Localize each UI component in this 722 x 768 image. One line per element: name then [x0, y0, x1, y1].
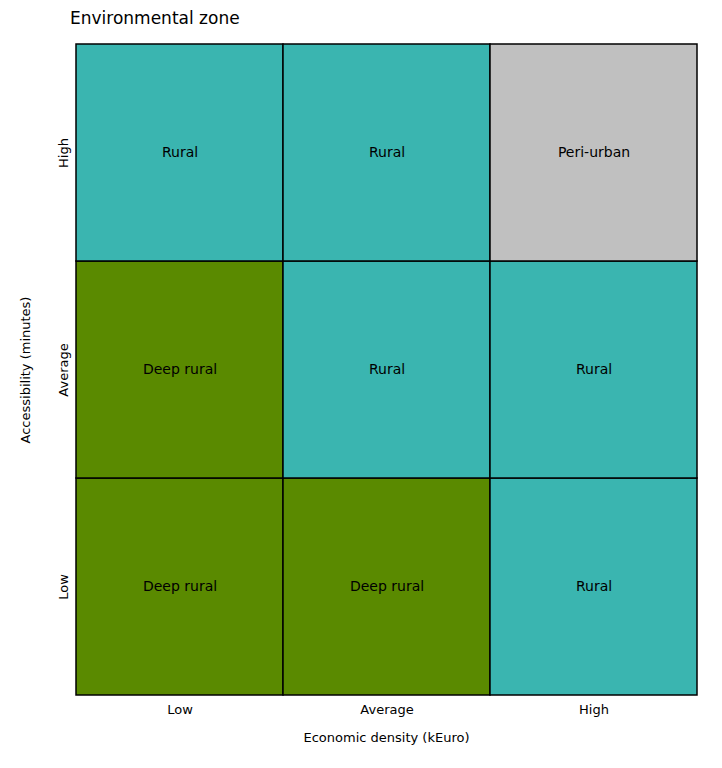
html-text:Environmental zone: Environmental zone [70, 8, 240, 28]
svg-text:Accessibility (minutes): Accessibility (minutes) [18, 297, 33, 444]
svg-text:Deep rural: Deep rural [143, 361, 217, 377]
svg-text:Deep rural: Deep rural [350, 578, 424, 594]
svg-text:High: High [56, 138, 71, 168]
svg-text:Average: Average [360, 702, 413, 717]
svg-text:Average: Average [56, 343, 71, 396]
svg-text:Economic density (kEuro): Economic density (kEuro) [304, 730, 470, 745]
svg-text:Low: Low [56, 574, 71, 600]
svg-text:Rural: Rural [369, 144, 405, 160]
svg-text:Rural: Rural [576, 361, 612, 377]
svg-text:Low: Low [167, 702, 193, 717]
svg-text:High: High [579, 702, 609, 717]
svg-text:Rural: Rural [369, 361, 405, 377]
svg-text:Deep rural: Deep rural [143, 578, 217, 594]
svg-text:Peri-urban: Peri-urban [558, 144, 630, 160]
svg-text:Rural: Rural [162, 144, 198, 160]
svg-text:Rural: Rural [576, 578, 612, 594]
